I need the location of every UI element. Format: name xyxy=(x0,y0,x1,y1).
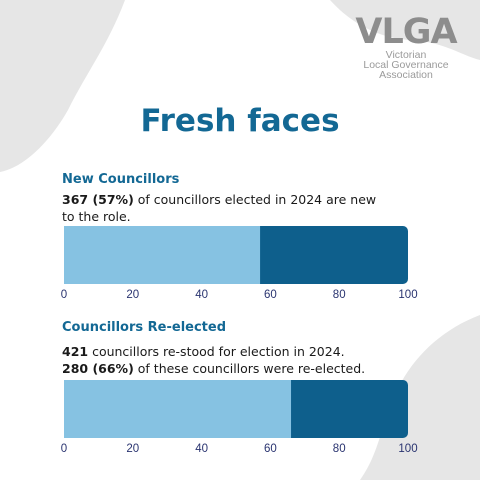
bar-chart-councillors-reelected: 0 20 40 60 80 100 xyxy=(61,380,418,455)
stat-new-councillors: 367 (57%) xyxy=(62,192,134,207)
x-tick-label: 0 xyxy=(61,289,67,301)
x-tick-label: 60 xyxy=(264,289,277,301)
logo-line-1: Victorian xyxy=(385,49,427,61)
x-tick-label: 80 xyxy=(333,443,346,455)
x-tick-label: 80 xyxy=(333,289,346,301)
bar-segment-dark xyxy=(260,226,408,284)
x-tick-label: 40 xyxy=(195,443,208,455)
section-title-new-councillors: New Councillors xyxy=(62,172,180,187)
x-tick-label: 0 xyxy=(61,443,67,455)
x-tick-label: 20 xyxy=(126,289,139,301)
bar-segment-light xyxy=(64,226,261,284)
section-title-councillors-reelected: Councillors Re-elected xyxy=(62,320,227,335)
x-tick-label: 20 xyxy=(126,443,139,455)
x-tick-label: 60 xyxy=(264,443,277,455)
x-tick-label: 40 xyxy=(195,289,208,301)
bar-chart-new-councillors: 0 20 40 60 80 100 xyxy=(61,226,418,301)
vlga-logo: VLGA Victorian Local Governance Associat… xyxy=(350,14,462,80)
x-tick-label: 100 xyxy=(398,443,417,455)
bar-segment-dark xyxy=(291,380,408,438)
bar-segment-light xyxy=(64,380,292,438)
logo-line-2: Local Governance xyxy=(363,59,449,71)
logo-mark: VLGA xyxy=(355,12,457,52)
logo-line-3: Association xyxy=(379,69,433,81)
stat-reelected: 280 (66%) xyxy=(62,361,134,376)
stat-restood: 421 xyxy=(62,344,89,359)
x-tick-label: 100 xyxy=(398,289,417,301)
section-description-councillors-reelected: 421 councillors re-stood for election in… xyxy=(62,344,366,376)
page-title: Fresh faces xyxy=(140,103,340,139)
section-description-new-councillors: 367 (57%) of councillors elected in 2024… xyxy=(62,192,377,224)
